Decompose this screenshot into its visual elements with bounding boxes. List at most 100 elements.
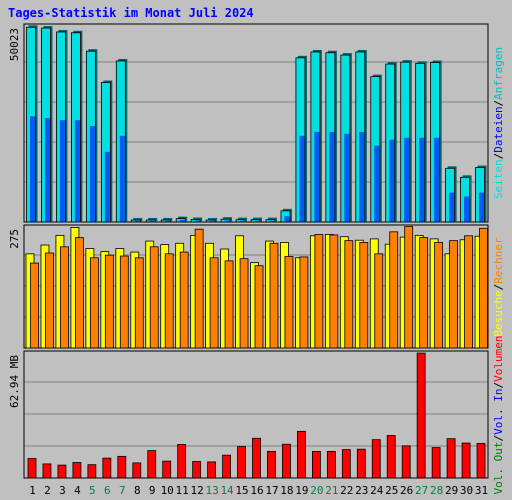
bar-volumen [222, 454, 231, 479]
x-tick-label: 18 [280, 484, 293, 497]
x-tick-label: 1 [29, 484, 36, 497]
bar-dateien [194, 220, 200, 222]
bar-dateien [419, 137, 425, 222]
x-tick-label: 4 [74, 484, 81, 497]
x-tick-label: 3 [59, 484, 66, 497]
bar-rechner [269, 242, 279, 349]
bar-rechner [404, 226, 414, 349]
x-tick-label: 25 [385, 484, 398, 497]
bar-rechner [419, 237, 429, 349]
bar-rechner [209, 257, 219, 349]
legend-separator: / [492, 435, 505, 442]
bar-volumen [341, 449, 351, 479]
bar-dateien [329, 131, 335, 222]
chart-title: Tages-Statistik im Monat Juli 2024 [8, 6, 254, 20]
bar-volumen [207, 461, 217, 479]
bar-dateien [209, 220, 215, 222]
bar-volumen [356, 448, 366, 479]
bar-rechner [299, 256, 309, 349]
x-tick-label: 23 [355, 484, 368, 497]
bar-rechner [194, 228, 204, 349]
x-tick-label: 22 [340, 484, 353, 497]
bar-dateien [149, 220, 155, 222]
bar-dateien [479, 192, 485, 222]
bar-rechner [149, 246, 159, 349]
legend: Seiten/Dateien/Anfragen [492, 47, 505, 199]
bar-rechner [30, 262, 39, 349]
x-tick-label: 24 [370, 484, 384, 497]
bar-volumen [282, 443, 291, 479]
bar-rechner [89, 257, 99, 349]
bar-rechner [464, 235, 473, 349]
bar-rechner [479, 227, 488, 349]
bar-dateien [314, 131, 320, 222]
x-tick-label: 10 [161, 484, 174, 497]
bar-volumen [72, 462, 82, 479]
bar-volumen [461, 442, 471, 479]
x-tick-label: 12 [191, 484, 204, 497]
bar-volumen [117, 455, 127, 479]
bar-rechner [374, 253, 384, 349]
x-tick-label: 21 [325, 484, 338, 497]
x-tick-label: 6 [104, 484, 111, 497]
bar-rechner [434, 241, 444, 349]
legend-separator: / [492, 100, 505, 107]
x-tick-label: 9 [149, 484, 156, 497]
bar-dateien [224, 220, 230, 222]
x-tick-label: 8 [134, 484, 141, 497]
bar-rechner [359, 241, 369, 349]
x-tick-label: 14 [220, 484, 234, 497]
bar-dateien [344, 133, 350, 222]
y-axis-max-label: 50023 [8, 28, 21, 61]
bar-rechner [389, 231, 399, 349]
bar-volumen [132, 462, 142, 479]
bar-dateien [254, 220, 260, 222]
legend: Besuche/Rechner [492, 237, 505, 337]
x-tick-label: 28 [430, 484, 443, 497]
bar-rechner [134, 257, 144, 349]
x-tick-label: 26 [400, 484, 413, 497]
bar-volumen [416, 352, 426, 479]
x-tick-label: 27 [415, 484, 428, 497]
bar-rechner [239, 258, 249, 349]
bar-volumen [326, 450, 336, 479]
bar-volumen [87, 464, 97, 479]
bar-dateien [59, 120, 65, 222]
legend-separator: / [492, 284, 505, 291]
legend-entry: Volumen [492, 336, 505, 382]
bar-volumen [27, 458, 37, 479]
y-axis-max-label: 62.94 MB [8, 355, 21, 408]
legend-entry: Vol. Out [492, 441, 505, 494]
bar-dateien [269, 220, 275, 222]
bar-rechner [344, 240, 354, 349]
bar-dateien [44, 118, 50, 222]
x-tick-label: 16 [250, 484, 263, 497]
bar-rechner [60, 246, 69, 349]
bar-rechner [449, 240, 458, 349]
bar-rechner [284, 256, 294, 349]
bar-volumen [267, 450, 276, 479]
x-tick-label: 2 [44, 484, 51, 497]
bar-dateien [89, 126, 95, 222]
bar-rechner [45, 252, 54, 349]
y-axis-max-label: 275 [8, 229, 21, 249]
bar-dateien [30, 116, 35, 222]
legend-entry: Dateien [492, 106, 505, 152]
legend-separator: / [492, 153, 505, 160]
bar-dateien [104, 151, 110, 222]
bar-dateien [434, 137, 440, 222]
bar-volumen [177, 444, 187, 479]
bar-dateien [74, 120, 80, 222]
bar-dateien [284, 216, 290, 222]
x-tick-label: 19 [295, 484, 308, 497]
bar-dateien [119, 135, 125, 222]
bar-volumen [192, 461, 202, 479]
bar-volumen [386, 435, 396, 479]
bar-volumen [311, 450, 321, 479]
bar-rechner [314, 234, 324, 349]
bar-dateien [164, 220, 170, 222]
legend-entry: Anfragen [492, 47, 505, 100]
x-tick-label: 29 [445, 484, 458, 497]
bar-dateien [359, 131, 365, 222]
